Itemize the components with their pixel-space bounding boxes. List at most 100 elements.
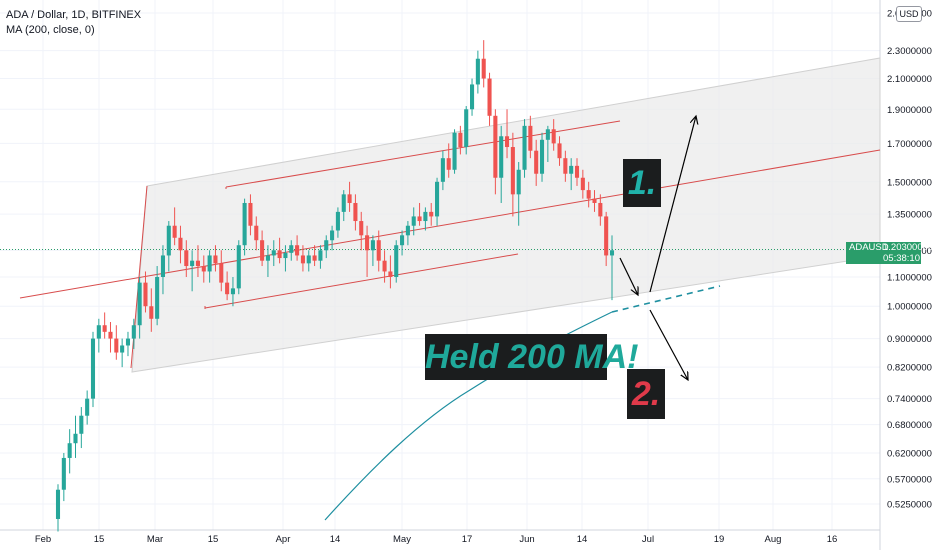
candle: [400, 230, 405, 256]
arrow-scenario-2: [649, 309, 688, 380]
candle: [137, 276, 142, 339]
candle-body: [131, 325, 136, 339]
candle: [545, 125, 550, 163]
x-tick-label: 14: [577, 534, 588, 545]
candle: [382, 250, 387, 283]
candle: [388, 255, 393, 289]
candle-body: [312, 255, 317, 261]
candle: [411, 207, 416, 236]
candle-body: [440, 158, 445, 182]
candle: [440, 150, 445, 191]
candle: [55, 484, 61, 532]
scenario-label-2: 2.: [627, 369, 665, 419]
candle-body: [184, 250, 189, 267]
candle: [446, 143, 451, 178]
candle-body: [423, 211, 428, 222]
candle-body: [271, 250, 276, 256]
candle-body: [102, 325, 107, 332]
candle: [114, 325, 119, 360]
candle-body: [539, 139, 545, 174]
y-tick-label: 2.10000000: [887, 74, 932, 85]
candle-body: [470, 84, 475, 110]
currency-badge[interactable]: USD: [896, 6, 922, 22]
candle-body: [178, 237, 183, 251]
candle-body: [236, 245, 241, 289]
candle: [493, 109, 498, 195]
candle: [580, 169, 585, 199]
candle-body: [149, 306, 154, 319]
chart-title: ADA / Dollar, 1D, BITFINEX: [6, 9, 142, 21]
candle: [131, 318, 136, 349]
candle: [574, 158, 580, 186]
candle-body: [73, 433, 78, 444]
candle: [569, 158, 574, 191]
candle: [277, 237, 282, 264]
scenario-label-1: 1.: [623, 159, 661, 207]
candle-body: [213, 255, 218, 264]
bar-countdown: 05:38:10: [883, 253, 920, 264]
candle-body: [324, 240, 329, 251]
candle-body: [499, 136, 504, 178]
candle-body: [446, 158, 451, 170]
x-tick-label: 19: [714, 534, 725, 545]
candle: [405, 221, 410, 246]
candle-body: [201, 266, 206, 272]
candle-body: [225, 282, 230, 295]
candle-body: [207, 255, 212, 272]
candle-body: [493, 115, 498, 178]
candle: [178, 225, 183, 264]
x-tick-label: Aug: [765, 534, 782, 545]
candle-body: [341, 194, 346, 212]
candle: [376, 230, 381, 272]
candle: [85, 390, 90, 425]
y-tick-label: 1.50000000: [887, 177, 932, 188]
candle-body: [429, 211, 434, 217]
candle: [289, 240, 294, 261]
candle-body: [586, 190, 591, 199]
candle-body: [545, 129, 550, 140]
candle-body: [108, 331, 113, 339]
x-tick-label: Jul: [642, 534, 654, 545]
candle-body: [376, 240, 381, 261]
candle: [475, 50, 480, 94]
candle: [510, 132, 515, 217]
candle: [563, 150, 568, 182]
candle: [458, 125, 463, 155]
candle: [365, 225, 370, 277]
price-value: 1.20300000: [883, 242, 932, 253]
chart-legend: ADA / Dollar, 1D, BITFINEX MA (200, clos…: [6, 8, 141, 38]
candle-body: [195, 260, 200, 267]
candle: [265, 245, 270, 277]
candle: [318, 245, 323, 269]
candle: [79, 407, 84, 449]
candle-body: [487, 78, 492, 116]
candle: [306, 250, 311, 272]
candle-body: [172, 225, 177, 238]
ma200-line: [324, 311, 613, 521]
candle-body: [265, 255, 270, 261]
candle: [125, 331, 131, 357]
candle-body: [563, 158, 568, 174]
x-tick-label: 16: [827, 534, 838, 545]
candle-body: [120, 345, 125, 353]
candle-body: [90, 338, 96, 399]
candle: [592, 190, 597, 212]
candle: [295, 235, 300, 261]
candle: [499, 125, 504, 203]
candle: [96, 318, 101, 353]
candle: [108, 321, 113, 353]
candle-body: [557, 143, 562, 159]
candle: [464, 106, 469, 155]
candle-body: [289, 245, 294, 253]
candle: [184, 240, 189, 277]
candle-body: [347, 194, 352, 203]
current-price-label: ADAUSD 1.20300000 05:38:10: [846, 242, 932, 264]
candle: [149, 288, 154, 332]
candle-body: [160, 255, 166, 277]
candle-body: [359, 221, 364, 236]
candle: [429, 202, 434, 226]
candle: [102, 312, 107, 339]
candle-body: [67, 443, 72, 458]
